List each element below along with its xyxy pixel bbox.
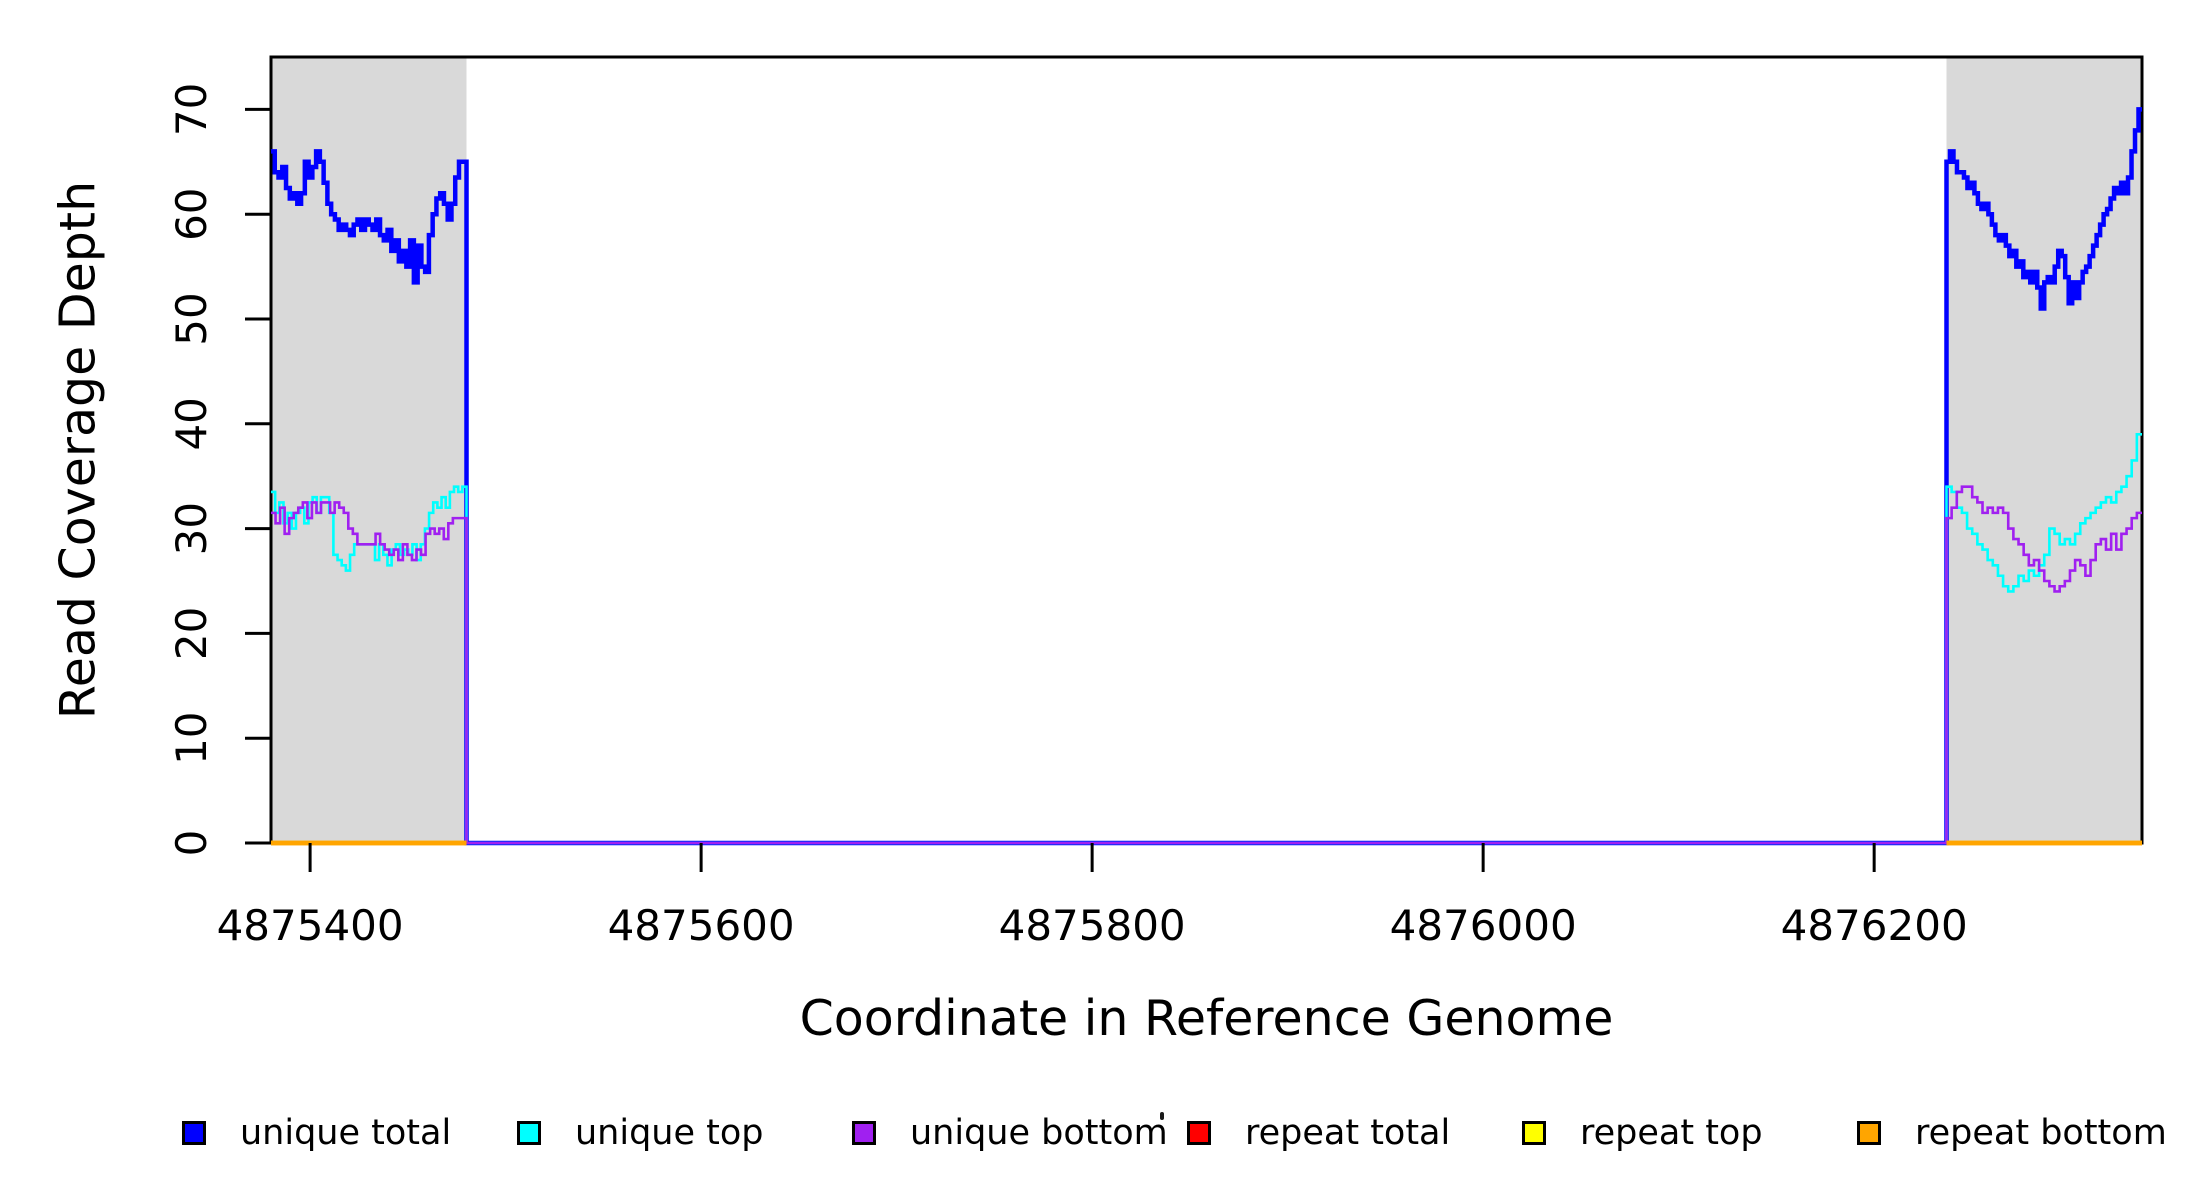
- y-tick-label: 40: [167, 397, 216, 450]
- y-tick-label: 0: [167, 830, 216, 857]
- repeat-region-shading-1: [1946, 57, 2142, 843]
- y-tick-label: 60: [167, 187, 216, 240]
- x-tick-label: 4875400: [217, 901, 404, 950]
- series-line-unique-total: [271, 107, 2142, 846]
- x-tick-label: 4875600: [608, 901, 795, 950]
- y-tick-label: 30: [167, 502, 216, 555]
- plot-box: [269, 55, 2144, 845]
- x-axis-title: Coordinate in Reference Genome: [799, 990, 1614, 1047]
- y-tick-label: 20: [167, 607, 216, 660]
- y-axis-title: Read Coverage Depth: [49, 180, 107, 720]
- repeat-region-shading-0: [271, 57, 467, 843]
- x-tick-label: 4875800: [999, 901, 1186, 950]
- series-line-unique-bottom: [271, 485, 2142, 845]
- y-tick-label: 70: [167, 83, 216, 136]
- y-tick-label: 50: [167, 292, 216, 345]
- x-tick-label: 4876200: [1781, 901, 1968, 950]
- y-tick-label: 10: [167, 711, 216, 764]
- series-line-unique-top: [271, 432, 2142, 845]
- x-tick-label: 4876000: [1390, 901, 1577, 950]
